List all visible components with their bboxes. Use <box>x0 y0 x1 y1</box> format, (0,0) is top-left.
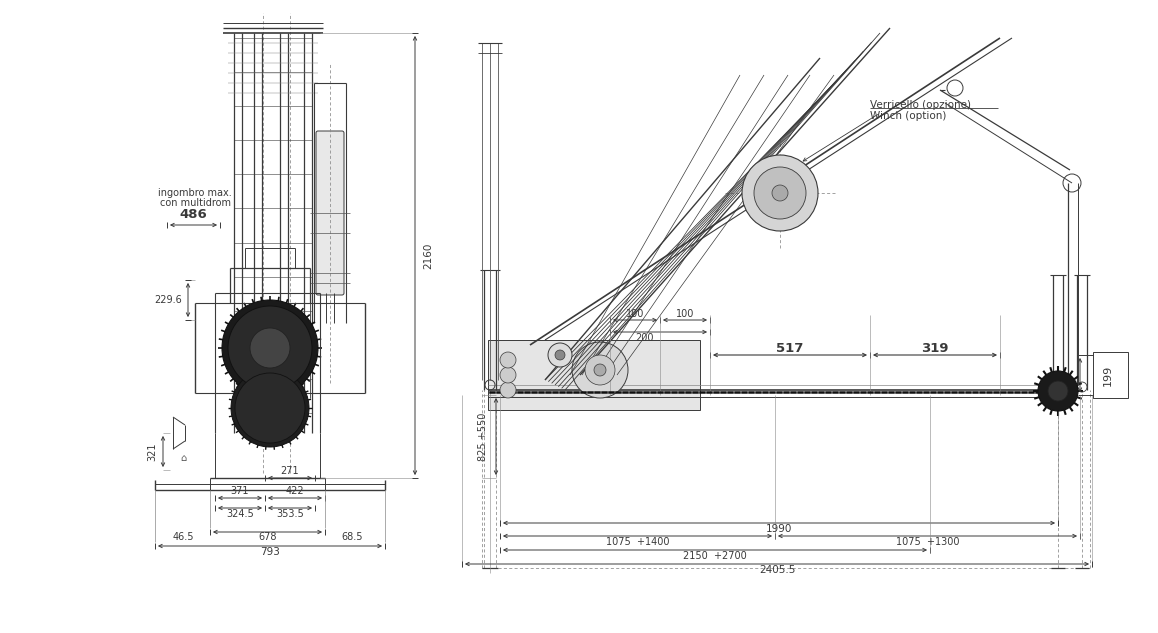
Circle shape <box>500 367 516 383</box>
Circle shape <box>222 300 318 396</box>
FancyBboxPatch shape <box>316 131 344 295</box>
Circle shape <box>572 342 628 398</box>
Circle shape <box>772 185 787 201</box>
Circle shape <box>754 167 806 219</box>
Text: ⌂: ⌂ <box>179 453 186 463</box>
Text: 486: 486 <box>179 208 207 222</box>
Text: 422: 422 <box>286 486 305 496</box>
Circle shape <box>325 258 335 268</box>
Text: 1075  +1300: 1075 +1300 <box>896 537 959 547</box>
Text: 678: 678 <box>258 532 277 542</box>
Text: 100: 100 <box>625 309 644 319</box>
Circle shape <box>548 343 572 367</box>
Text: 271: 271 <box>280 466 299 476</box>
Circle shape <box>230 369 309 447</box>
Circle shape <box>742 155 818 231</box>
Text: 200: 200 <box>636 333 654 343</box>
Text: 517: 517 <box>776 342 804 356</box>
Text: 1990: 1990 <box>765 524 792 534</box>
Circle shape <box>322 235 338 251</box>
Circle shape <box>228 306 312 390</box>
Circle shape <box>500 352 516 368</box>
Text: 324.5: 324.5 <box>226 509 254 519</box>
Circle shape <box>235 373 305 443</box>
Text: 825 +550: 825 +550 <box>478 412 488 461</box>
Text: 46.5: 46.5 <box>173 532 193 542</box>
Text: Winch (option): Winch (option) <box>870 111 946 121</box>
Circle shape <box>594 364 606 376</box>
Circle shape <box>250 328 290 368</box>
Text: 321: 321 <box>147 442 157 461</box>
Bar <box>1093 352 1128 398</box>
Text: 68.5: 68.5 <box>342 532 362 542</box>
Text: 371: 371 <box>230 486 249 496</box>
Text: 199: 199 <box>1104 365 1113 385</box>
Circle shape <box>1048 381 1068 401</box>
Text: 229.6: 229.6 <box>154 295 182 305</box>
Text: 793: 793 <box>261 547 280 557</box>
Text: 2160: 2160 <box>423 242 433 268</box>
Circle shape <box>500 382 516 398</box>
Text: ingombro max.: ingombro max. <box>159 188 232 198</box>
Bar <box>488 340 699 410</box>
Text: 2150  +2700: 2150 +2700 <box>683 551 747 561</box>
Text: con multidrom: con multidrom <box>160 198 230 208</box>
Text: 2405.5: 2405.5 <box>758 565 796 575</box>
Text: 319: 319 <box>922 342 948 356</box>
Circle shape <box>1038 371 1078 411</box>
Circle shape <box>555 350 565 360</box>
Text: 1075  +1400: 1075 +1400 <box>606 537 669 547</box>
Circle shape <box>585 355 615 385</box>
Text: Verricello (opzione): Verricello (opzione) <box>870 100 972 110</box>
Text: 353.5: 353.5 <box>276 509 303 519</box>
Text: 100: 100 <box>676 309 694 319</box>
